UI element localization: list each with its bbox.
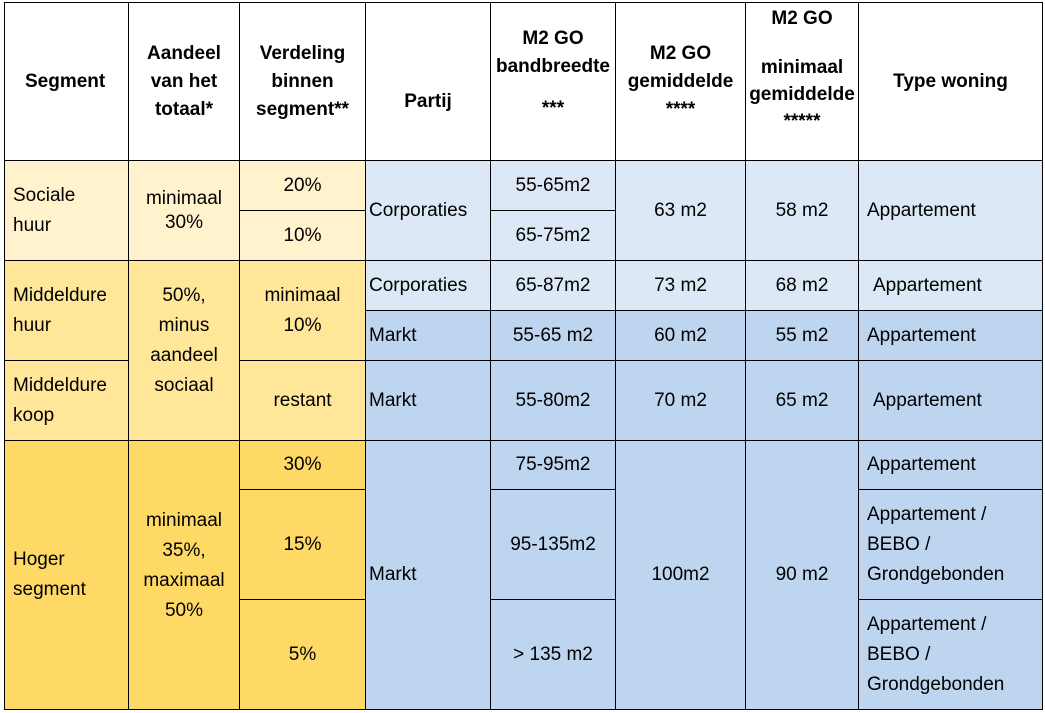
minimaal-middeldure-markt: 55 m2 bbox=[745, 310, 859, 361]
verdeling-hoger-30: 30% bbox=[239, 440, 366, 490]
bandbreedte-hoger-3: > 135 m2 bbox=[490, 599, 616, 710]
row-hoger-segment-3: 5% > 135 m2 Appartement / BEBO / Grondge… bbox=[5, 599, 1043, 710]
minimaal-hoger: 90 m2 bbox=[745, 440, 859, 710]
header-row: Segment Aandeel van het totaal* Verdelin… bbox=[4, 2, 1043, 161]
partij-middeldure-koop: Markt bbox=[365, 360, 491, 441]
minimaal-sociale-huur: 58 m2 bbox=[745, 160, 859, 261]
aandeel-sociale-huur: minimaal 30% bbox=[128, 160, 240, 261]
type-hoger-1: Appartement bbox=[858, 440, 1043, 490]
verdeling-middeldure-huur: minimaal 10% bbox=[239, 260, 366, 361]
partij-sociale-huur: Corporaties bbox=[365, 160, 491, 261]
aandeel-hoger: minimaal 35%, maximaal 50% bbox=[128, 440, 240, 710]
aandeel-middeldure: 50%, minus aandeel sociaal bbox=[128, 260, 240, 441]
type-middeldure-markt: Appartement bbox=[858, 310, 1043, 361]
type-sociale-huur: Appartement bbox=[858, 160, 1043, 261]
type-hoger-3: Appartement / BEBO / Grondgebonden bbox=[858, 599, 1043, 710]
header-verdeling: Verdeling binnen segment** bbox=[239, 2, 366, 161]
bandbreedte-sociale-2: 65-75m2 bbox=[490, 210, 616, 261]
bandbreedte-middeldure-markt: 55-65 m2 bbox=[490, 310, 616, 361]
row-middeldure-koop: Middeldure koop restant Markt 55-80m2 70… bbox=[4, 360, 1043, 441]
type-hoger-2: Appartement / BEBO / Grondgebonden bbox=[858, 489, 1043, 600]
verdeling-sociale-20: 20% bbox=[239, 160, 366, 211]
verdeling-hoger-15: 15% bbox=[239, 489, 366, 600]
bandbreedte-hoger-2: 95-135m2 bbox=[490, 489, 616, 600]
row-sociale-huur-2: 10% 65-75m2 bbox=[5, 210, 1043, 261]
minimaal-middeldure-koop: 65 m2 bbox=[745, 360, 859, 441]
gemiddelde-middeldure-koop: 70 m2 bbox=[615, 360, 746, 441]
header-partij: Partij bbox=[365, 2, 491, 161]
header-segment: Segment bbox=[4, 2, 129, 161]
row-sociale-huur: Sociale huur minimaal 30% 20% Corporatie… bbox=[4, 160, 1043, 261]
row-hoger-segment-2: 15% 95-135m2 Appartement / BEBO / Grondg… bbox=[5, 489, 1043, 600]
type-middeldure-koop: Appartement bbox=[858, 360, 1043, 441]
partij-middeldure-corporaties: Corporaties bbox=[365, 260, 491, 311]
housing-segment-table: Segment Aandeel van het totaal* Verdelin… bbox=[4, 2, 1043, 710]
row-middeldure-huur-markt: Markt 55-65 m2 60 m2 55 m2 Appartement bbox=[5, 310, 1043, 361]
segment-middeldure-huur: Middeldure huur bbox=[4, 260, 129, 361]
type-middeldure-corporaties: Appartement bbox=[858, 260, 1043, 311]
verdeling-sociale-10: 10% bbox=[239, 210, 366, 261]
bandbreedte-sociale-1: 55-65m2 bbox=[490, 160, 616, 211]
gemiddelde-hoger: 100m2 bbox=[615, 440, 746, 710]
segment-sociale-huur: Sociale huur bbox=[4, 160, 129, 261]
partij-middeldure-markt: Markt bbox=[365, 310, 491, 361]
header-type-woning: Type woning bbox=[858, 2, 1043, 161]
row-hoger-segment-1: Hoger segment minimaal 35%, maximaal 50%… bbox=[4, 440, 1043, 710]
bandbreedte-hoger-1: 75-95m2 bbox=[490, 440, 616, 490]
bandbreedte-middeldure-corporaties: 65-87m2 bbox=[490, 260, 616, 311]
header-bandbreedte: M2 GO bandbreedte *** bbox=[490, 2, 616, 161]
header-aandeel: Aandeel van het totaal* bbox=[128, 2, 240, 161]
gemiddelde-sociale-huur: 63 m2 bbox=[615, 160, 746, 261]
minimaal-middeldure-corporaties: 68 m2 bbox=[745, 260, 859, 311]
gemiddelde-middeldure-corporaties: 73 m2 bbox=[615, 260, 746, 311]
verdeling-middeldure-koop: restant bbox=[239, 360, 366, 441]
gemiddelde-middeldure-markt: 60 m2 bbox=[615, 310, 746, 361]
segment-middeldure-koop: Middeldure koop bbox=[4, 360, 129, 441]
row-middeldure-huur-corporaties: Middeldure huur 50%, minus aandeel socia… bbox=[4, 260, 1043, 441]
bandbreedte-middeldure-koop: 55-80m2 bbox=[490, 360, 616, 441]
header-gemiddelde: M2 GO gemiddelde **** bbox=[615, 2, 746, 161]
verdeling-hoger-5: 5% bbox=[239, 599, 366, 710]
segment-hoger: Hoger segment bbox=[4, 440, 129, 710]
header-minimaal: M2 GO minimaal gemiddelde ***** bbox=[745, 2, 859, 161]
partij-hoger: Markt bbox=[365, 440, 491, 710]
